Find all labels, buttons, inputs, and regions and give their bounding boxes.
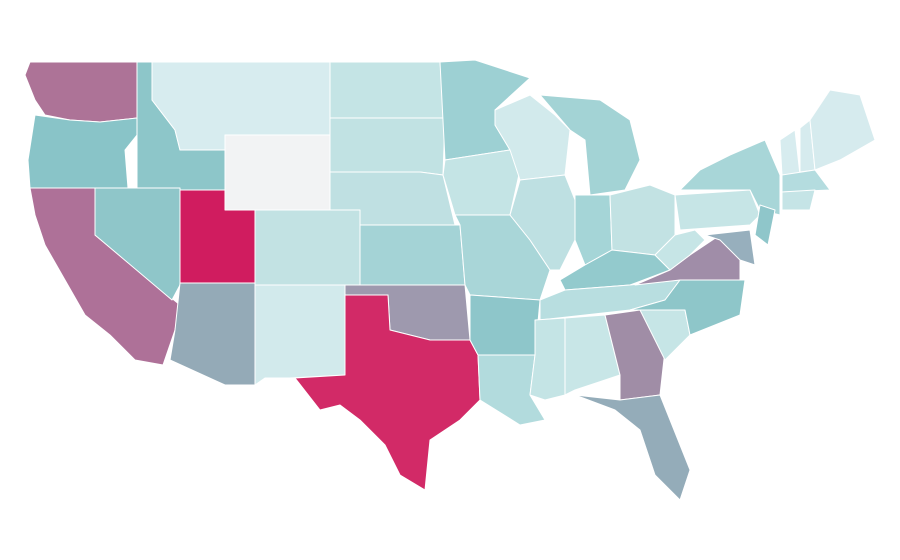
state — [529, 317, 566, 401]
state — [329, 117, 446, 176]
state — [574, 394, 691, 501]
state — [254, 284, 346, 386]
state — [704, 229, 756, 266]
state — [754, 204, 776, 246]
state — [539, 94, 641, 196]
state — [781, 169, 831, 193]
state — [654, 229, 706, 271]
state — [469, 294, 541, 356]
state — [674, 189, 761, 231]
state — [27, 114, 138, 189]
state — [679, 139, 781, 216]
state — [509, 174, 576, 271]
state — [781, 189, 816, 211]
state — [359, 224, 466, 286]
state — [564, 314, 621, 396]
state — [329, 61, 446, 119]
state — [224, 134, 331, 211]
state — [254, 209, 361, 286]
state — [442, 149, 521, 216]
state — [294, 294, 481, 491]
state — [94, 187, 181, 301]
